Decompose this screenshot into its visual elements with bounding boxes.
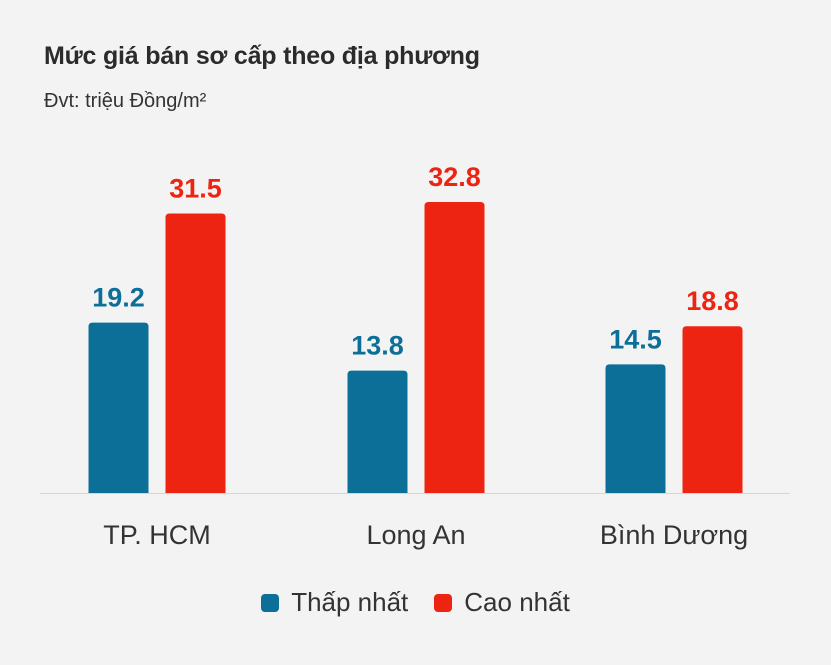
bar-high-1 xyxy=(425,202,485,493)
legend-label-low: Thấp nhất xyxy=(291,587,408,618)
bar-low-0 xyxy=(89,323,149,493)
bar-low-1 xyxy=(348,371,408,493)
category-label-1: Long An xyxy=(366,520,465,550)
bar-high-0 xyxy=(166,214,226,493)
data-label-high-1: 32.8 xyxy=(428,162,481,192)
data-label-high-0: 31.5 xyxy=(169,174,222,204)
legend-label-high: Cao nhất xyxy=(464,587,570,618)
data-label-low-0: 19.2 xyxy=(92,283,145,313)
category-label-0: TP. HCM xyxy=(103,520,211,550)
bar-low-2 xyxy=(606,364,666,493)
bar-high-2 xyxy=(683,326,743,493)
category-label-2: Bình Dương xyxy=(600,520,748,550)
legend-item-high: Cao nhất xyxy=(434,587,570,618)
legend: Thấp nhất Cao nhất xyxy=(0,587,831,618)
legend-swatch-high xyxy=(434,594,452,612)
data-label-high-2: 18.8 xyxy=(686,286,739,316)
legend-swatch-low xyxy=(261,594,279,612)
data-label-low-1: 13.8 xyxy=(351,331,404,361)
data-label-low-2: 14.5 xyxy=(609,324,662,354)
legend-item-low: Thấp nhất xyxy=(261,587,408,618)
